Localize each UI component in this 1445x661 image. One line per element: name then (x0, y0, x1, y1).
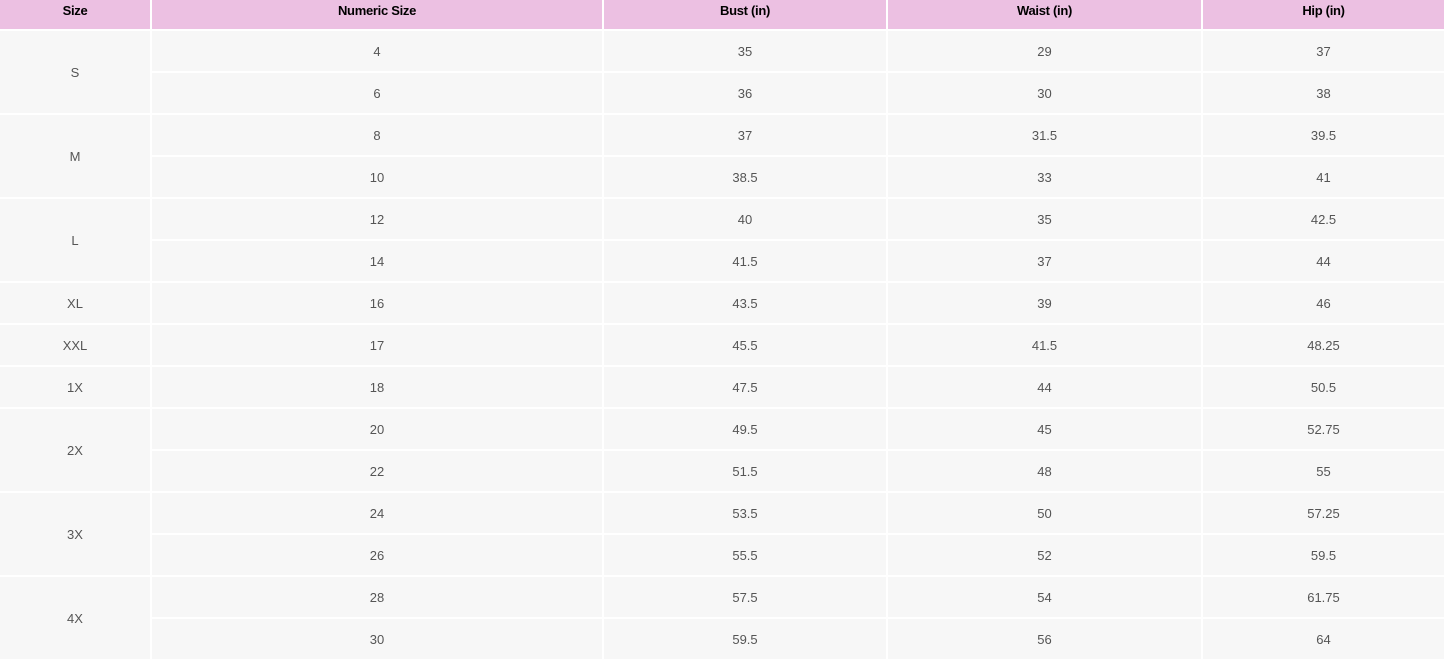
hip-cell: 44 (1201, 239, 1445, 283)
bust-cell: 57.5 (602, 575, 888, 619)
header-size: Size (0, 0, 152, 31)
header-bust: Bust (in) (602, 0, 888, 31)
table-body: S 4 35 29 37 6 36 30 38 M 8 37 31.5 39.5 10 38.5 33 41 L 12… (0, 29, 1445, 661)
bust-cell: 43.5 (602, 281, 888, 325)
waist-cell: 52 (886, 533, 1203, 577)
table-row: 4X 28 57.5 54 61.75 (0, 575, 1445, 661)
bust-cell: 59.5 (602, 617, 888, 661)
table-row: XXL 17 45.5 41.5 48.25 (0, 323, 1445, 367)
hip-cell: 41 (1201, 155, 1445, 199)
waist-cell: 31.5 (886, 113, 1203, 157)
bust-cell: 35 (602, 29, 888, 73)
bust-cell: 49.5 (602, 407, 888, 451)
numeric-size-cell: 18 (150, 365, 604, 409)
waist-cell: 54 (886, 575, 1203, 619)
size-cell: 1X (0, 365, 152, 409)
waist-cell: 41.5 (886, 323, 1203, 367)
hip-cell: 57.25 (1201, 491, 1445, 535)
table-row: 10 38.5 33 41 (0, 155, 1445, 199)
bust-cell: 41.5 (602, 239, 888, 283)
table-row: XL 16 43.5 39 46 (0, 281, 1445, 325)
waist-cell: 56 (886, 617, 1203, 661)
waist-cell: 37 (886, 239, 1203, 283)
numeric-size-cell: 26 (150, 533, 604, 577)
size-cell: S (0, 29, 152, 115)
waist-cell: 33 (886, 155, 1203, 199)
size-cell: XL (0, 281, 152, 325)
size-cell: XXL (0, 323, 152, 367)
waist-cell: 29 (886, 29, 1203, 73)
header-hip: Hip (in) (1201, 0, 1445, 31)
bust-cell: 53.5 (602, 491, 888, 535)
bust-cell: 51.5 (602, 449, 888, 493)
header-row: Size Numeric Size Bust (in) Waist (in) H… (0, 0, 1445, 31)
numeric-size-cell: 14 (150, 239, 604, 283)
waist-cell: 48 (886, 449, 1203, 493)
hip-cell: 46 (1201, 281, 1445, 325)
waist-cell: 44 (886, 365, 1203, 409)
hip-cell: 55 (1201, 449, 1445, 493)
hip-cell: 39.5 (1201, 113, 1445, 157)
waist-cell: 50 (886, 491, 1203, 535)
numeric-size-cell: 10 (150, 155, 604, 199)
size-cell: 2X (0, 407, 152, 493)
hip-cell: 37 (1201, 29, 1445, 73)
numeric-size-cell: 20 (150, 407, 604, 451)
numeric-size-cell: 28 (150, 575, 604, 619)
table-row: L 12 40 35 42.5 (0, 197, 1445, 283)
bust-cell: 36 (602, 71, 888, 115)
waist-cell: 39 (886, 281, 1203, 325)
numeric-size-cell: 8 (150, 113, 604, 157)
bust-cell: 40 (602, 197, 888, 241)
waist-cell: 35 (886, 197, 1203, 241)
bust-cell: 55.5 (602, 533, 888, 577)
size-cell: 3X (0, 491, 152, 577)
numeric-size-cell: 17 (150, 323, 604, 367)
table-row: 1X 18 47.5 44 50.5 (0, 365, 1445, 409)
hip-cell: 48.25 (1201, 323, 1445, 367)
table-row: M 8 37 31.5 39.5 (0, 113, 1445, 199)
numeric-size-cell: 4 (150, 29, 604, 73)
bust-cell: 47.5 (602, 365, 888, 409)
size-cell: L (0, 197, 152, 283)
numeric-size-cell: 22 (150, 449, 604, 493)
hip-cell: 38 (1201, 71, 1445, 115)
header-waist: Waist (in) (886, 0, 1203, 31)
bust-cell: 45.5 (602, 323, 888, 367)
hip-cell: 59.5 (1201, 533, 1445, 577)
table-row: 2X 20 49.5 45 52.75 (0, 407, 1445, 493)
table-row: 30 59.5 56 64 (0, 617, 1445, 661)
waist-cell: 45 (886, 407, 1203, 451)
size-cell: 4X (0, 575, 152, 661)
table-row: 6 36 30 38 (0, 71, 1445, 115)
header-numeric-size: Numeric Size (150, 0, 604, 31)
numeric-size-cell: 24 (150, 491, 604, 535)
bust-cell: 37 (602, 113, 888, 157)
numeric-size-cell: 16 (150, 281, 604, 325)
waist-cell: 30 (886, 71, 1203, 115)
bust-cell: 38.5 (602, 155, 888, 199)
table-row: 3X 24 53.5 50 57.25 (0, 491, 1445, 577)
numeric-size-cell: 6 (150, 71, 604, 115)
hip-cell: 61.75 (1201, 575, 1445, 619)
hip-cell: 50.5 (1201, 365, 1445, 409)
hip-cell: 64 (1201, 617, 1445, 661)
table-row: 22 51.5 48 55 (0, 449, 1445, 493)
hip-cell: 52.75 (1201, 407, 1445, 451)
hip-cell: 42.5 (1201, 197, 1445, 241)
table-row: 26 55.5 52 59.5 (0, 533, 1445, 577)
table-row: 14 41.5 37 44 (0, 239, 1445, 283)
numeric-size-cell: 12 (150, 197, 604, 241)
size-cell: M (0, 113, 152, 199)
table-row: S 4 35 29 37 (0, 29, 1445, 115)
numeric-size-cell: 30 (150, 617, 604, 661)
